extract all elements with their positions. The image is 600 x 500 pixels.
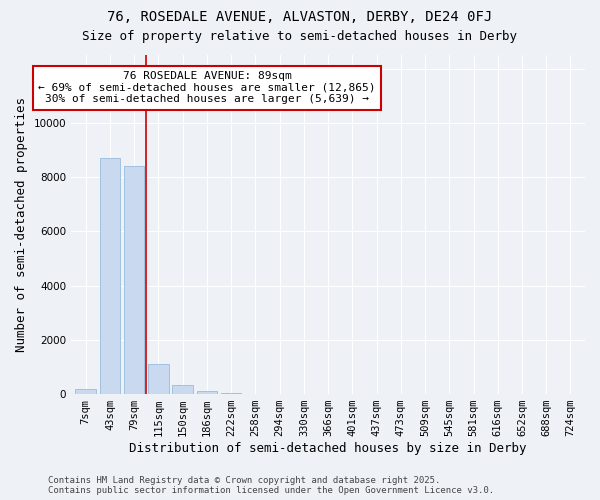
Text: Contains HM Land Registry data © Crown copyright and database right 2025.
Contai: Contains HM Land Registry data © Crown c… — [48, 476, 494, 495]
Bar — [76, 388, 96, 394]
X-axis label: Distribution of semi-detached houses by size in Derby: Distribution of semi-detached houses by … — [130, 442, 527, 455]
Bar — [148, 364, 169, 394]
Y-axis label: Number of semi-detached properties: Number of semi-detached properties — [15, 97, 28, 352]
Text: 76, ROSEDALE AVENUE, ALVASTON, DERBY, DE24 0FJ: 76, ROSEDALE AVENUE, ALVASTON, DERBY, DE… — [107, 10, 493, 24]
Bar — [221, 392, 241, 394]
Bar — [197, 392, 217, 394]
Bar — [124, 166, 145, 394]
Bar — [172, 384, 193, 394]
Text: Size of property relative to semi-detached houses in Derby: Size of property relative to semi-detach… — [83, 30, 517, 43]
Bar — [100, 158, 120, 394]
Text: 76 ROSEDALE AVENUE: 89sqm
← 69% of semi-detached houses are smaller (12,865)
30%: 76 ROSEDALE AVENUE: 89sqm ← 69% of semi-… — [38, 72, 376, 104]
